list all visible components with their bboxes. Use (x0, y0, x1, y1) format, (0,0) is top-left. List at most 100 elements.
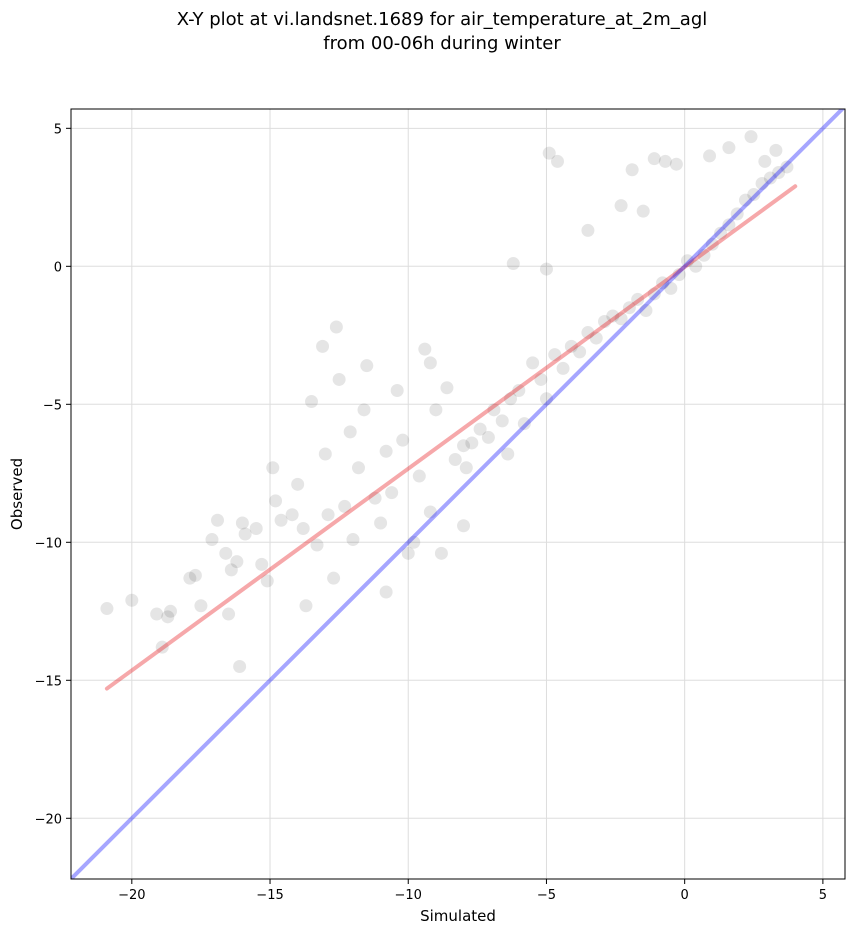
scatter-point (465, 436, 479, 450)
y-tick-label: −10 (35, 536, 62, 551)
scatter-point (714, 226, 728, 240)
scatter-point (457, 519, 471, 533)
scatter-point (338, 499, 352, 513)
scatter-point (316, 339, 330, 353)
scatter-point (194, 599, 208, 613)
scatter-point (517, 417, 531, 431)
scatter-point (526, 356, 540, 370)
scatter-point (321, 508, 335, 522)
y-tick-label: 5 (54, 122, 62, 137)
chart-title: X-Y plot at vi.landsnet.1689 for air_tem… (0, 8, 854, 56)
scatter-point (310, 538, 324, 552)
scatter-point (390, 384, 404, 398)
scatter-point (318, 447, 332, 461)
scatter-point (758, 154, 772, 168)
scatter-point (705, 237, 719, 251)
scatter-point (360, 359, 374, 373)
scatter-point (429, 403, 443, 417)
scatter-point (556, 361, 570, 375)
chart-title-line-2: from 00-06h during winter (323, 33, 561, 54)
scatter-point (459, 461, 473, 475)
x-tick-label: 5 (819, 888, 827, 903)
scatter-point (606, 309, 620, 323)
scatter-point (329, 320, 343, 334)
scatter-point (772, 165, 786, 179)
scatter-point (703, 149, 717, 163)
scatter-point (495, 414, 509, 428)
scatter-point (598, 315, 612, 329)
scatter-point (481, 430, 495, 444)
scatter-point (697, 248, 711, 262)
scatter-point (448, 453, 462, 467)
scatter-point (581, 223, 595, 237)
scatter-point (656, 276, 670, 290)
scatter-point (539, 392, 553, 406)
axis-ticks: −20 −15 −10 −5 0 5 5 0 −5 −10 −15 −20 (35, 122, 827, 903)
scatter-point (249, 521, 263, 535)
scatter-point (299, 599, 313, 613)
scatter-point (188, 568, 202, 582)
scatter-point (255, 557, 269, 571)
scatter-point (161, 610, 175, 624)
y-tick-label: −15 (35, 674, 62, 689)
scatter-point (672, 268, 686, 282)
scatter-point (689, 259, 703, 273)
y-axis-label: Observed (8, 458, 26, 530)
scatter-point (755, 177, 769, 191)
scatter-point (396, 433, 410, 447)
scatter-point (647, 287, 661, 301)
grid (71, 109, 845, 879)
scatter-point (235, 516, 249, 530)
scatter-point (512, 384, 526, 398)
scatter-point (222, 607, 236, 621)
scatter-point (385, 486, 399, 500)
scatter-point (487, 403, 501, 417)
scatter-point (150, 607, 164, 621)
scatter-point (434, 546, 448, 560)
scatter-point (722, 218, 736, 232)
scatter-point (664, 281, 678, 295)
x-tick-label: −20 (118, 888, 145, 903)
scatter-point (211, 513, 225, 527)
scatter-point (622, 301, 636, 315)
scatter-point (224, 563, 238, 577)
y-tick-label: −5 (43, 398, 62, 413)
y-tick-label: 0 (54, 260, 62, 275)
scatter-point (327, 571, 341, 585)
scatter-point (573, 345, 587, 359)
scatter-point (658, 154, 672, 168)
scatter-point (780, 160, 794, 174)
scatter-point (539, 262, 553, 276)
scatter-point (504, 392, 518, 406)
scatter-point (269, 494, 283, 508)
scatter-point (155, 640, 169, 654)
scatter-point (418, 342, 432, 356)
chart-title-line-1: X-Y plot at vi.landsnet.1689 for air_tem… (176, 9, 708, 30)
scatter-point (501, 447, 515, 461)
scatter-point (407, 535, 421, 549)
scatter-point (440, 381, 454, 395)
identity-line (71, 109, 845, 879)
scatter-points (100, 130, 794, 673)
x-tick-label: −5 (537, 888, 556, 903)
scatter-point (125, 593, 139, 607)
scatter-point (680, 254, 694, 268)
scatter-point (205, 533, 219, 547)
scatter-point (769, 143, 783, 157)
scatter-point (534, 372, 548, 386)
scatter-point (266, 461, 280, 475)
scatter-point (631, 292, 645, 306)
scatter-point (747, 188, 761, 202)
scatter-point (763, 171, 777, 185)
scatter-point (639, 303, 653, 317)
scatter-point (374, 516, 388, 530)
scatter-point (423, 356, 437, 370)
scatter-point (233, 659, 247, 673)
scatter-point (291, 477, 305, 491)
scatter-point (614, 312, 628, 326)
scatter-point (551, 154, 565, 168)
scatter-point (274, 513, 288, 527)
scatter-point (564, 339, 578, 353)
x-tick-label: −15 (256, 888, 283, 903)
